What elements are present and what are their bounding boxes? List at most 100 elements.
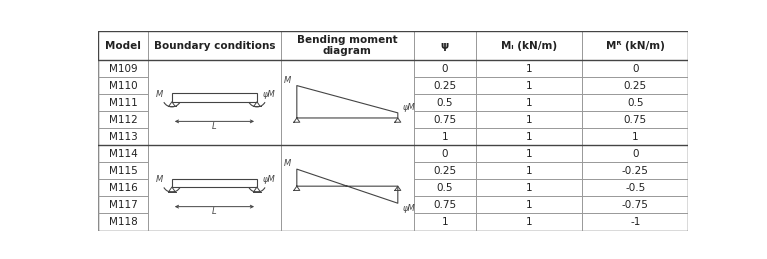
Bar bbox=[582, 162, 689, 179]
Bar bbox=[413, 162, 476, 179]
Bar bbox=[413, 213, 476, 231]
Text: ψM: ψM bbox=[403, 204, 416, 213]
Bar bbox=[413, 145, 476, 162]
Text: 1: 1 bbox=[442, 132, 448, 142]
Bar bbox=[582, 196, 689, 213]
Text: Mᴿ (kN/m): Mᴿ (kN/m) bbox=[606, 41, 665, 51]
Text: ψM: ψM bbox=[262, 90, 275, 99]
Bar bbox=[582, 145, 689, 162]
Text: 0.75: 0.75 bbox=[624, 115, 647, 125]
Text: M110: M110 bbox=[109, 81, 137, 91]
Bar bbox=[413, 128, 476, 145]
Bar bbox=[476, 162, 582, 179]
Text: M116: M116 bbox=[108, 183, 137, 193]
Text: M118: M118 bbox=[108, 217, 137, 227]
Text: 1: 1 bbox=[525, 149, 532, 159]
Bar bbox=[582, 179, 689, 196]
Text: M115: M115 bbox=[108, 166, 137, 176]
Text: ψM: ψM bbox=[262, 175, 275, 184]
Text: Boundary conditions: Boundary conditions bbox=[153, 41, 275, 51]
Text: M114: M114 bbox=[108, 149, 137, 159]
Text: 0: 0 bbox=[442, 149, 448, 159]
Text: M117: M117 bbox=[108, 200, 137, 210]
Bar bbox=[97, 60, 148, 77]
Bar bbox=[97, 213, 148, 231]
Bar bbox=[413, 60, 476, 77]
Bar bbox=[476, 77, 582, 94]
Text: M: M bbox=[285, 76, 291, 85]
Bar bbox=[97, 145, 148, 162]
Bar bbox=[582, 111, 689, 128]
Bar bbox=[281, 60, 413, 145]
Text: ψ: ψ bbox=[440, 41, 449, 51]
Bar bbox=[582, 213, 689, 231]
Text: Mₗ (kN/m): Mₗ (kN/m) bbox=[501, 41, 557, 51]
Bar bbox=[582, 94, 689, 111]
Text: 1: 1 bbox=[632, 132, 639, 142]
Bar bbox=[476, 145, 582, 162]
Bar bbox=[476, 60, 582, 77]
Text: 0: 0 bbox=[632, 149, 638, 159]
Bar bbox=[476, 31, 582, 60]
Text: 0.75: 0.75 bbox=[433, 200, 456, 210]
Text: 1: 1 bbox=[525, 63, 532, 74]
Text: M109: M109 bbox=[109, 63, 137, 74]
Bar bbox=[476, 196, 582, 213]
Bar bbox=[413, 94, 476, 111]
Bar bbox=[476, 213, 582, 231]
Bar bbox=[97, 128, 148, 145]
Bar bbox=[582, 77, 689, 94]
Text: 1: 1 bbox=[525, 115, 532, 125]
Text: -0.25: -0.25 bbox=[622, 166, 649, 176]
Text: 0.25: 0.25 bbox=[624, 81, 647, 91]
Text: -0.75: -0.75 bbox=[622, 200, 649, 210]
Text: M: M bbox=[156, 175, 163, 184]
Text: 0: 0 bbox=[442, 63, 448, 74]
Bar bbox=[582, 128, 689, 145]
Text: 1: 1 bbox=[525, 166, 532, 176]
Bar bbox=[413, 77, 476, 94]
Bar bbox=[413, 196, 476, 213]
Bar bbox=[97, 31, 148, 60]
Text: M: M bbox=[285, 159, 291, 168]
Text: M112: M112 bbox=[108, 115, 137, 125]
Bar bbox=[476, 128, 582, 145]
Bar bbox=[413, 179, 476, 196]
Bar bbox=[97, 179, 148, 196]
Bar bbox=[413, 31, 476, 60]
Bar bbox=[413, 111, 476, 128]
Bar bbox=[476, 111, 582, 128]
Bar bbox=[476, 179, 582, 196]
Bar bbox=[582, 31, 689, 60]
Text: 1: 1 bbox=[525, 81, 532, 91]
Text: 1: 1 bbox=[525, 200, 532, 210]
Bar bbox=[148, 31, 281, 60]
Text: ψM: ψM bbox=[403, 103, 416, 112]
Bar bbox=[172, 93, 257, 102]
Text: 0.5: 0.5 bbox=[436, 183, 453, 193]
Text: 1: 1 bbox=[525, 98, 532, 108]
Bar bbox=[97, 77, 148, 94]
Text: Bending moment
diagram: Bending moment diagram bbox=[297, 35, 397, 56]
Text: 0.5: 0.5 bbox=[436, 98, 453, 108]
Text: 0.5: 0.5 bbox=[627, 98, 644, 108]
Bar bbox=[97, 111, 148, 128]
Text: 1: 1 bbox=[525, 217, 532, 227]
Text: 0.75: 0.75 bbox=[433, 115, 456, 125]
Bar bbox=[172, 178, 257, 187]
Bar bbox=[97, 162, 148, 179]
Text: 0.25: 0.25 bbox=[433, 166, 456, 176]
Text: -1: -1 bbox=[630, 217, 640, 227]
Text: M113: M113 bbox=[108, 132, 137, 142]
Text: M111: M111 bbox=[108, 98, 137, 108]
Text: Model: Model bbox=[105, 41, 141, 51]
Text: 0.25: 0.25 bbox=[433, 81, 456, 91]
Text: 1: 1 bbox=[525, 183, 532, 193]
Bar bbox=[281, 31, 413, 60]
Text: 1: 1 bbox=[442, 217, 448, 227]
Bar bbox=[148, 145, 281, 231]
Bar bbox=[148, 60, 281, 145]
Bar bbox=[281, 145, 413, 231]
Text: 0: 0 bbox=[632, 63, 638, 74]
Bar bbox=[97, 196, 148, 213]
